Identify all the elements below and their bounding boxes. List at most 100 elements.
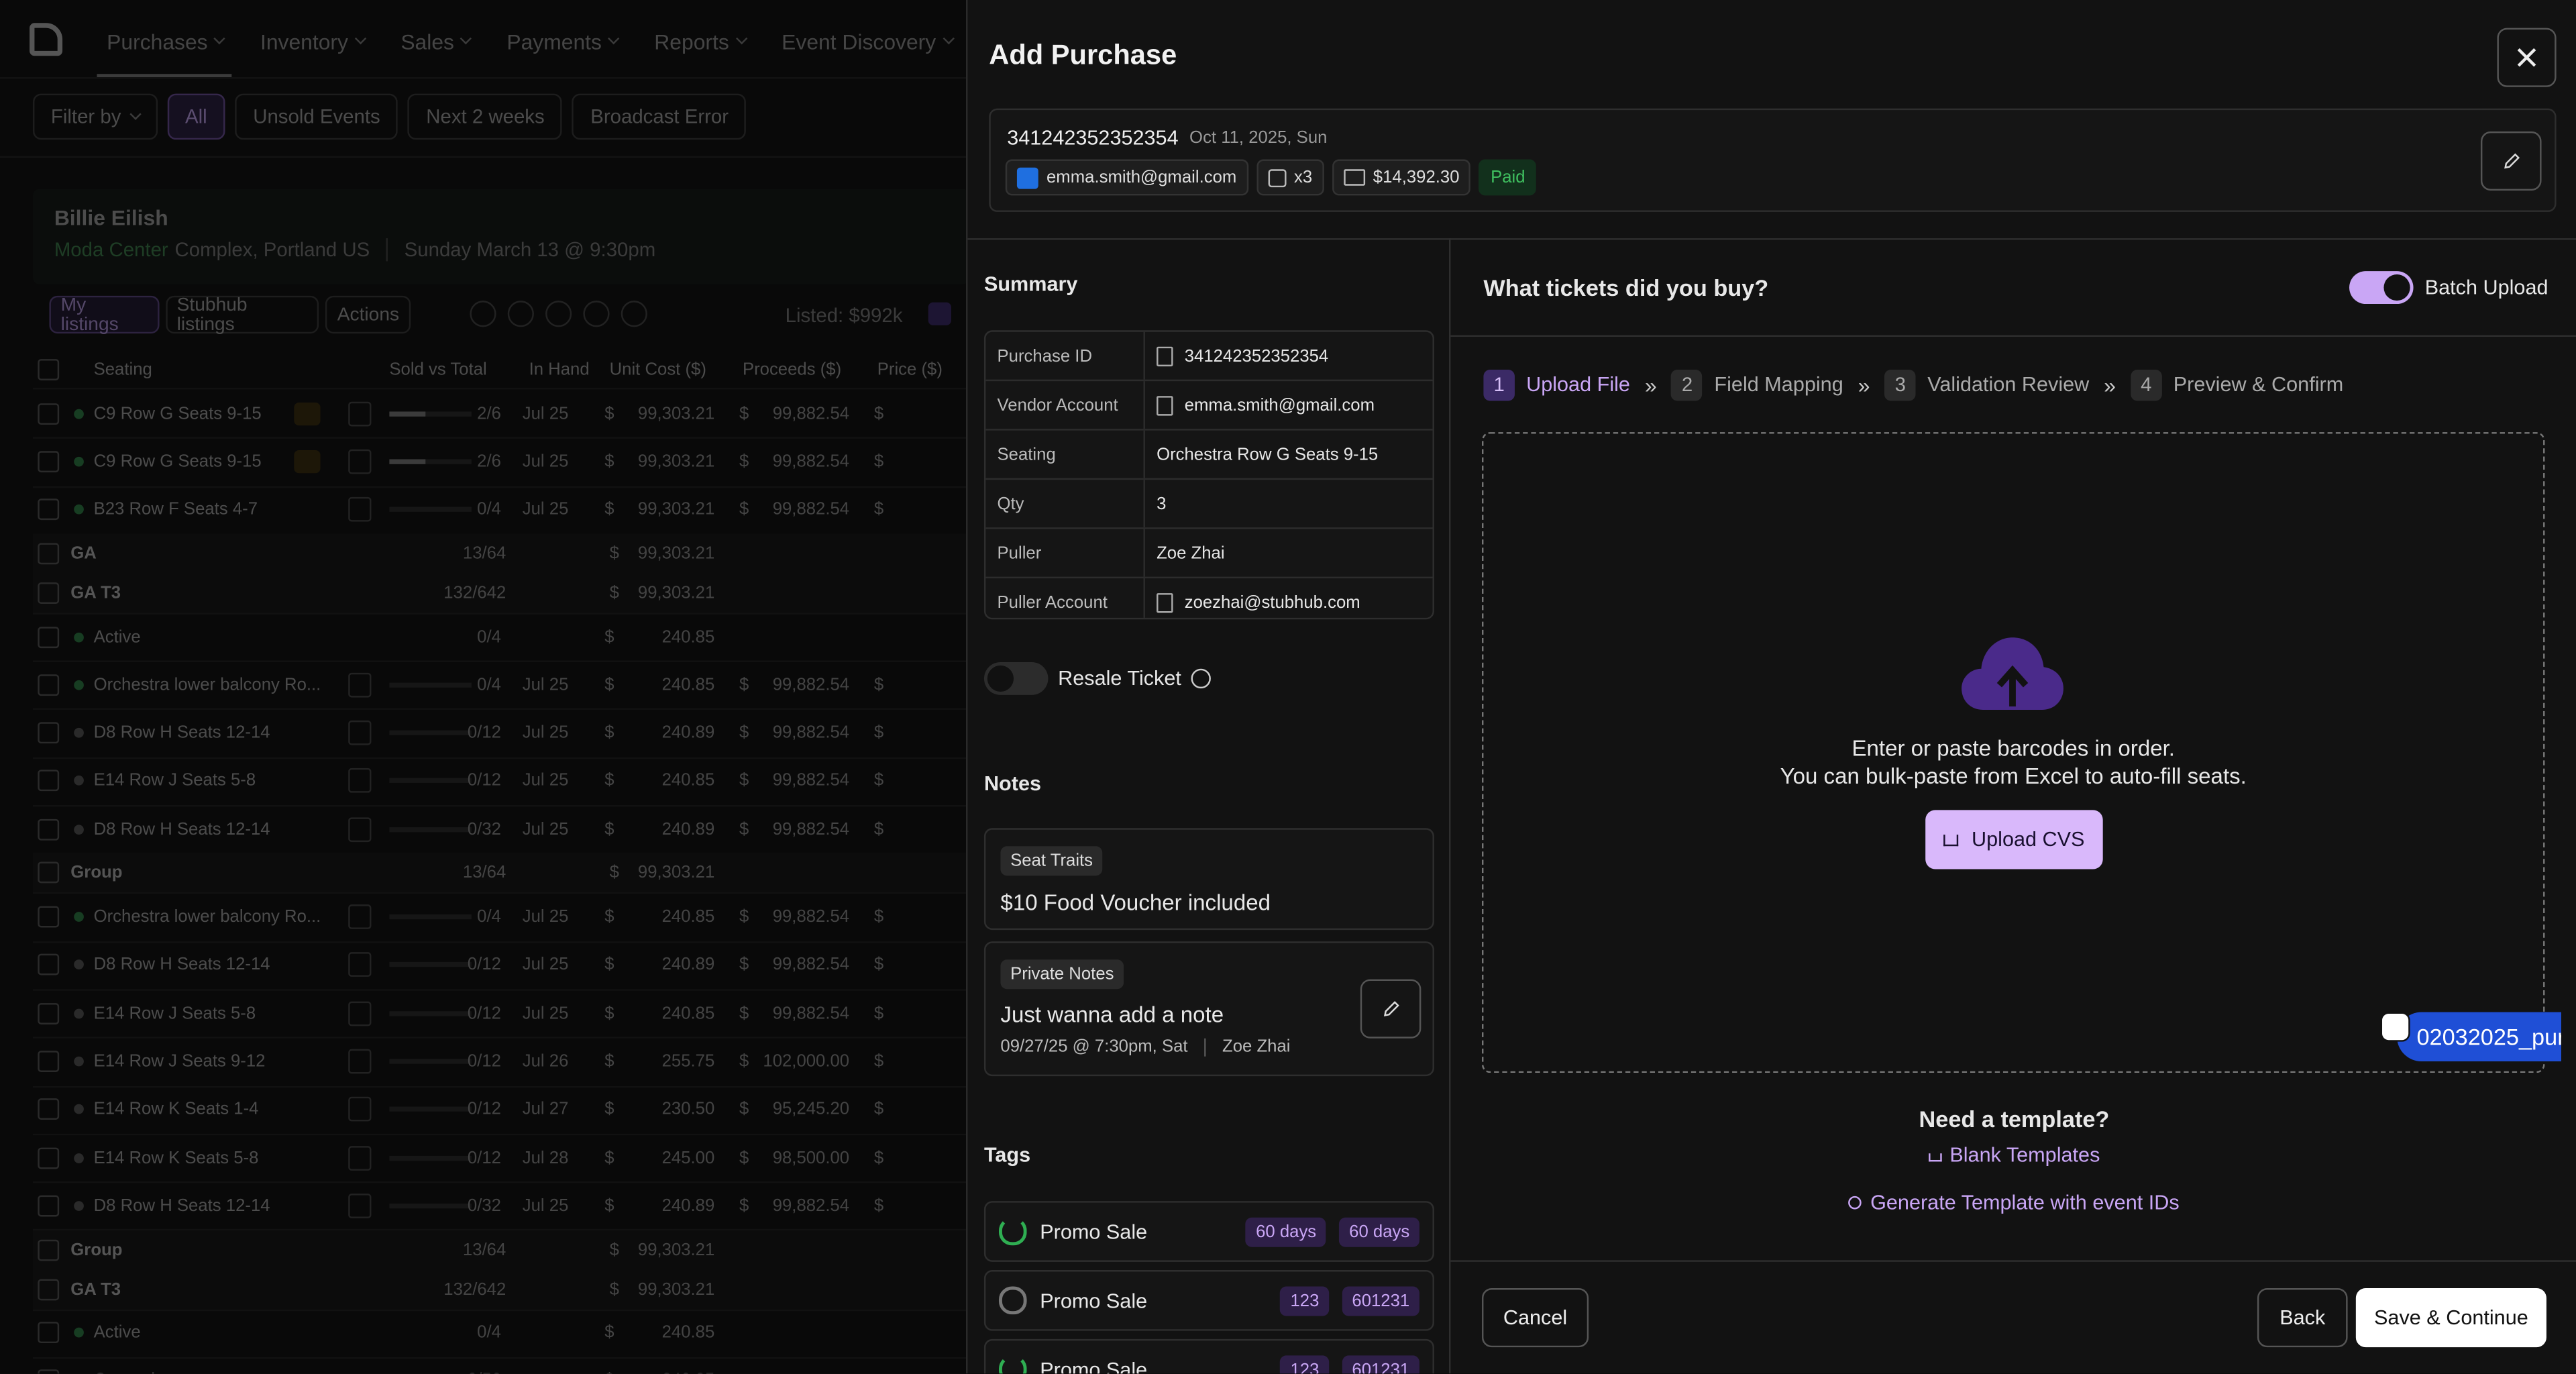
button-label: Back (2279, 1306, 2326, 1330)
file-name: 02032025_purc (2416, 1023, 2561, 1050)
close-icon (2517, 48, 2536, 67)
column-divider (1449, 238, 1451, 1374)
summary-value: Orchestra Row G Seats 9-15 (1145, 431, 1378, 478)
download-icon (1928, 1153, 1942, 1162)
cloud-svg (1962, 637, 2063, 710)
total-chip: $14,392.30 (1332, 159, 1471, 196)
tag-name: Promo Sale (1040, 1289, 1148, 1312)
note-tag: Private Notes (1000, 959, 1124, 990)
upload-divider (1450, 335, 2576, 337)
dropzone: Enter or paste barcodes in order. You can… (1481, 432, 2561, 1073)
summary-key: Purchase ID (985, 331, 1145, 380)
value-text: Zoe Zhai (1157, 543, 1225, 563)
summary-key: Vendor Account (985, 381, 1145, 429)
summary-value: 341242352352354 (1145, 332, 1328, 380)
separator (1204, 1037, 1206, 1056)
grab-cursor (2380, 1012, 2410, 1042)
template-heading: Need a template? (1919, 1106, 2110, 1132)
private-notes-card: Private Notes Just wanna add a note 09/27/… (983, 941, 1434, 1077)
info-icon (1191, 668, 1211, 689)
summary-key: Puller (985, 529, 1145, 577)
button-label: Cancel (1503, 1306, 1568, 1330)
summary-key: Puller Account (985, 578, 1145, 618)
blank-templates-link[interactable]: Blank Templates (1450, 1143, 2576, 1169)
back-button[interactable]: Back (2257, 1288, 2348, 1348)
step[interactable]: 3 Validation Review (1884, 368, 2090, 401)
step-number: 1 (1483, 368, 1515, 401)
qty: x3 (1294, 167, 1313, 188)
tag-badge: 123 (1280, 1355, 1330, 1374)
pencil-icon (1383, 1001, 1399, 1017)
tag-name: Promo Sale (1040, 1220, 1148, 1243)
value-text: emma.smith@gmail.com (1184, 394, 1375, 415)
resale-label: Resale Ticket (1058, 667, 1181, 690)
dropzone-line: Enter or paste barcodes in order. (1851, 736, 2175, 761)
tag-icon (998, 1355, 1027, 1374)
summary-value: zoezhai@stubhub.com (1145, 578, 1360, 618)
tag-badge: 601231 (1342, 1355, 1419, 1374)
status-badge: Paid (1479, 159, 1537, 196)
seat-traits-card: Seat Traits $10 Food Voucher included (983, 828, 1434, 931)
total: $14,392.30 (1373, 167, 1460, 188)
link-label: Blank Templates (1949, 1143, 2100, 1167)
tag-icon (998, 1286, 1027, 1315)
order-card: 341242352352354 Oct 11, 2025, Sun emma.smi… (989, 108, 2557, 212)
vendor-icon (1016, 166, 1038, 189)
order-date: Oct 11, 2025, Sun (1189, 128, 1328, 148)
close-button[interactable] (2497, 28, 2557, 87)
edit-note-button[interactable] (1360, 979, 1421, 1039)
step-number: 2 (1671, 368, 1703, 401)
copy-icon[interactable] (1157, 346, 1173, 366)
edit-order-button[interactable] (2480, 131, 2542, 191)
dragged-file: 02032025_purc (2397, 1012, 2561, 1062)
tag-name: Promo Sale (1040, 1358, 1148, 1374)
summary-row: Seating Orchestra Row G Seats 9-15 (985, 430, 1433, 480)
value-text: 3 (1157, 493, 1167, 514)
note-meta: 09/27/25 @ 7:30pm, Sat Zoe Zhai (1000, 1037, 1290, 1056)
order-chips: emma.smith@gmail.com x3 $14,392.30 Paid (1005, 159, 1537, 196)
summary-value: emma.smith@gmail.com (1145, 381, 1375, 429)
step[interactable]: 4 Preview & Confirm (2131, 368, 2343, 401)
upload-button[interactable]: Upload CVS (1925, 810, 2103, 869)
ticket-icon (1267, 168, 1286, 187)
batch-label: Batch Upload (2424, 276, 2548, 299)
tag-card: Promo Sale 123 601231 (983, 1338, 1434, 1374)
step[interactable]: 1 Upload File (1483, 368, 1630, 401)
upload-label: Upload CVS (1972, 828, 2085, 851)
summary-row: Vendor Account emma.smith@gmail.com (985, 381, 1433, 431)
value-text: zoezhai@stubhub.com (1184, 592, 1360, 613)
batch-toggle[interactable] (2349, 271, 2414, 305)
cancel-button[interactable]: Cancel (1481, 1288, 1589, 1348)
tags-heading: Tags (983, 1143, 1031, 1167)
note-text: $10 Food Voucher included (1000, 890, 1271, 916)
header-divider (967, 238, 2576, 240)
modal: Add Purchase 341242352352354 Oct 11, 2025,… (966, 0, 2576, 1374)
value-text: 341242352352354 (1184, 346, 1329, 366)
tag-badge: 601231 (1342, 1285, 1419, 1316)
step[interactable]: 2 Field Mapping (1671, 368, 1843, 401)
tag-badge: 60 days (1246, 1216, 1326, 1247)
cloud-upload-icon (1960, 634, 2065, 713)
save-button[interactable]: Save & Continue (2355, 1288, 2546, 1348)
footer-divider (1450, 1260, 2576, 1262)
notes-heading: Notes (983, 772, 1042, 796)
order-id: 341242352352354 (1007, 126, 1179, 150)
step-separator: » (1645, 372, 1657, 397)
copy-icon[interactable] (1157, 394, 1173, 415)
qty-chip: x3 (1256, 159, 1324, 196)
summary-row: Puller Account zoezhai@stubhub.com (985, 578, 1432, 618)
summary-key: Qty (985, 480, 1145, 528)
upload-icon (1943, 833, 1959, 846)
step-label: Validation Review (1927, 372, 2090, 397)
generate-template-link[interactable]: Generate Template with event IDs (1450, 1192, 2576, 1218)
pencil-icon (2503, 153, 2519, 169)
note-text: Just wanna add a note (1000, 1002, 1224, 1027)
copy-icon[interactable] (1157, 592, 1173, 613)
value-text: Orchestra Row G Seats 9-15 (1157, 444, 1379, 464)
resale-toggle[interactable] (983, 662, 1049, 695)
step-separator: » (1858, 372, 1870, 397)
link-label: Generate Template with event IDs (1870, 1191, 2180, 1214)
summary-key: Seating (985, 430, 1145, 478)
